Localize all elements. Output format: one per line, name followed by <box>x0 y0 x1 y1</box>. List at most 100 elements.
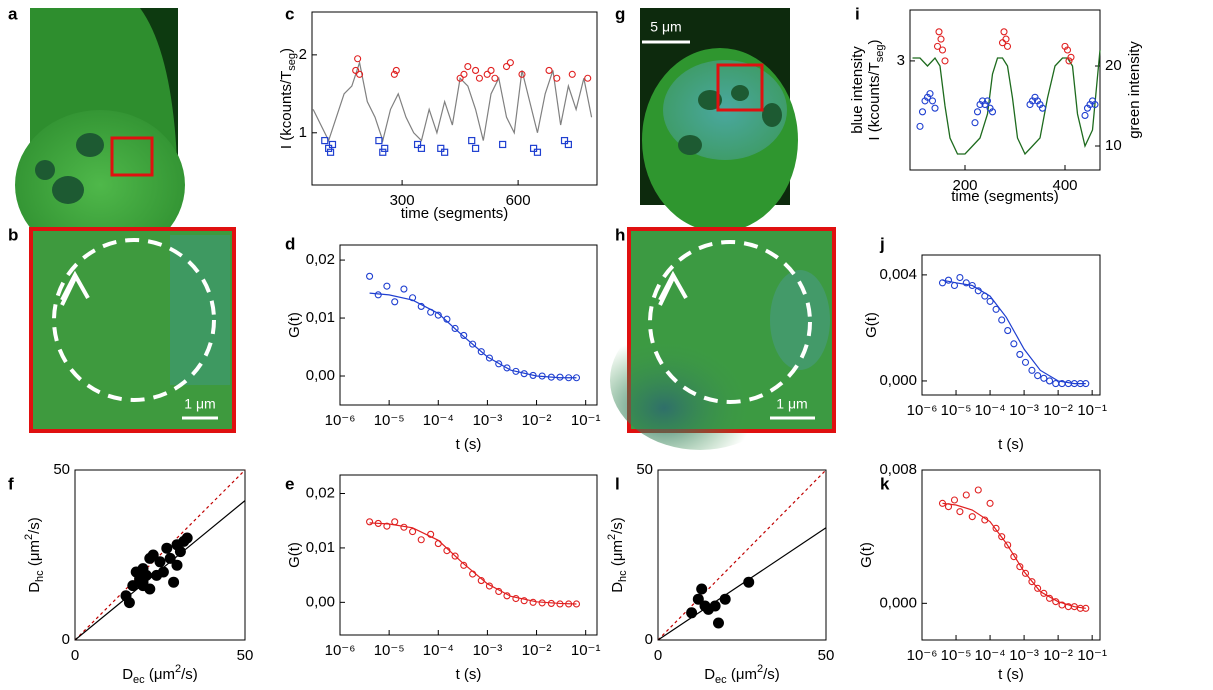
y2-tick-label: 10 <box>1105 137 1122 154</box>
panel-letter: l <box>615 474 620 493</box>
y-axis-label-part: G(t) <box>286 312 303 338</box>
data-point <box>390 70 398 78</box>
data-point <box>491 74 499 82</box>
data-point <box>962 279 970 287</box>
y-axis-label-part: (μm <box>26 540 43 570</box>
x-tick-label: 10⁻¹ <box>571 642 601 659</box>
data-point <box>1010 553 1018 561</box>
x-tick-label: 200 <box>952 177 977 194</box>
data-point <box>686 607 698 619</box>
data-point <box>1046 377 1054 385</box>
x-axis-label: t (s) <box>998 436 1024 453</box>
x-tick-label: 10⁻⁵ <box>374 412 405 429</box>
y2-axis-label: green intensity <box>1126 41 1143 139</box>
x-tick-label: 0 <box>71 647 79 664</box>
data-point <box>712 617 724 629</box>
y2-axis-label-part: green intensity <box>1126 41 1143 139</box>
x-tick-label: 10⁻² <box>522 412 552 429</box>
data-point <box>1021 569 1030 577</box>
data-point <box>986 297 994 305</box>
data-point <box>417 536 425 544</box>
x-axis-label: time (segments) <box>951 188 1059 205</box>
data-point <box>560 136 569 145</box>
data-point <box>400 285 408 293</box>
data-point <box>460 331 468 339</box>
data-point <box>417 144 426 152</box>
y-axis-label-part: G(t) <box>858 542 875 568</box>
data-point <box>437 144 445 152</box>
data-point <box>383 522 391 530</box>
data-point <box>1081 111 1089 120</box>
data-point <box>483 70 491 78</box>
data-point <box>321 136 329 145</box>
image-a <box>15 8 218 260</box>
x-tick-label: 10⁻³ <box>1009 402 1039 419</box>
y-axis-label-part: hc <box>617 570 629 582</box>
data-point <box>1034 372 1042 380</box>
plot-frame <box>339 244 598 406</box>
x-tick-label: 10⁻⁴ <box>423 412 454 429</box>
image-h <box>610 227 836 450</box>
y-tick-label: 0 <box>62 631 70 648</box>
x-tick-label: 600 <box>506 192 531 209</box>
data-point <box>366 518 374 526</box>
x-tick-label: 0 <box>654 647 662 664</box>
data-point <box>472 66 480 74</box>
data-point <box>1034 584 1042 592</box>
data-point <box>983 97 992 105</box>
data-point <box>743 576 755 588</box>
data-point <box>974 486 982 494</box>
data-line <box>912 49 1101 156</box>
y-axis-label-part: hc <box>34 570 46 582</box>
x-axis-label-part: t (s) <box>998 666 1024 683</box>
data-point <box>181 532 193 544</box>
y-tick-label: 0,000 <box>879 594 917 611</box>
data-point <box>456 74 464 82</box>
x-axis-label: Dec (μm2/s) <box>704 663 780 686</box>
data-point <box>933 42 942 50</box>
data-point <box>352 66 360 74</box>
data-point <box>468 136 476 145</box>
data-point <box>464 62 472 71</box>
x-axis-label: t (s) <box>456 436 482 453</box>
data-point <box>123 597 135 609</box>
x-axis-label: t (s) <box>456 666 482 683</box>
data-point <box>584 74 592 82</box>
scale-bar-label: 1 μm <box>776 396 807 412</box>
y-axis-label: Dhc (μm2/s) <box>606 517 629 593</box>
y-axis-label-part: seg <box>286 53 298 71</box>
y-axis-label: blue intensity <box>849 46 866 134</box>
data-point <box>154 556 166 568</box>
data-point <box>392 66 400 74</box>
x-tick-label: 300 <box>390 192 415 209</box>
y-axis-label: G(t) <box>858 542 875 568</box>
plot-frame <box>909 9 1101 171</box>
plot-frame <box>339 474 598 636</box>
y-axis-label-part: /s) <box>26 517 43 534</box>
x-tick-label: 10⁻⁶ <box>907 647 938 664</box>
data-point <box>157 566 169 578</box>
data-point <box>171 559 183 571</box>
x-axis-label-part: 2 <box>757 663 763 675</box>
panel-letter: c <box>285 4 294 23</box>
y-tick-label: 0,00 <box>306 367 335 384</box>
data-point <box>434 311 442 319</box>
y-axis-label-part: /s) <box>609 517 626 534</box>
x-tick-label: 10⁻² <box>522 642 552 659</box>
x-axis-label: Dec (μm2/s) <box>122 663 198 686</box>
plot-frame <box>311 11 598 186</box>
y-axis-label-part: G(t) <box>286 542 303 568</box>
data-point <box>1021 358 1030 366</box>
data-point <box>499 140 507 149</box>
x-axis-label-part: t (s) <box>456 436 482 453</box>
data-point <box>520 597 528 605</box>
data-point <box>1058 601 1066 609</box>
y-axis-label: G(t) <box>286 312 303 338</box>
y-tick-label: 0,008 <box>879 461 917 478</box>
x-axis-label-part: D <box>704 666 715 683</box>
y2-tick-label: 20 <box>1105 57 1122 74</box>
data-point <box>137 580 149 592</box>
data-line <box>369 522 577 605</box>
data-point <box>460 561 468 569</box>
y-axis-label-part: G(t) <box>863 312 880 338</box>
